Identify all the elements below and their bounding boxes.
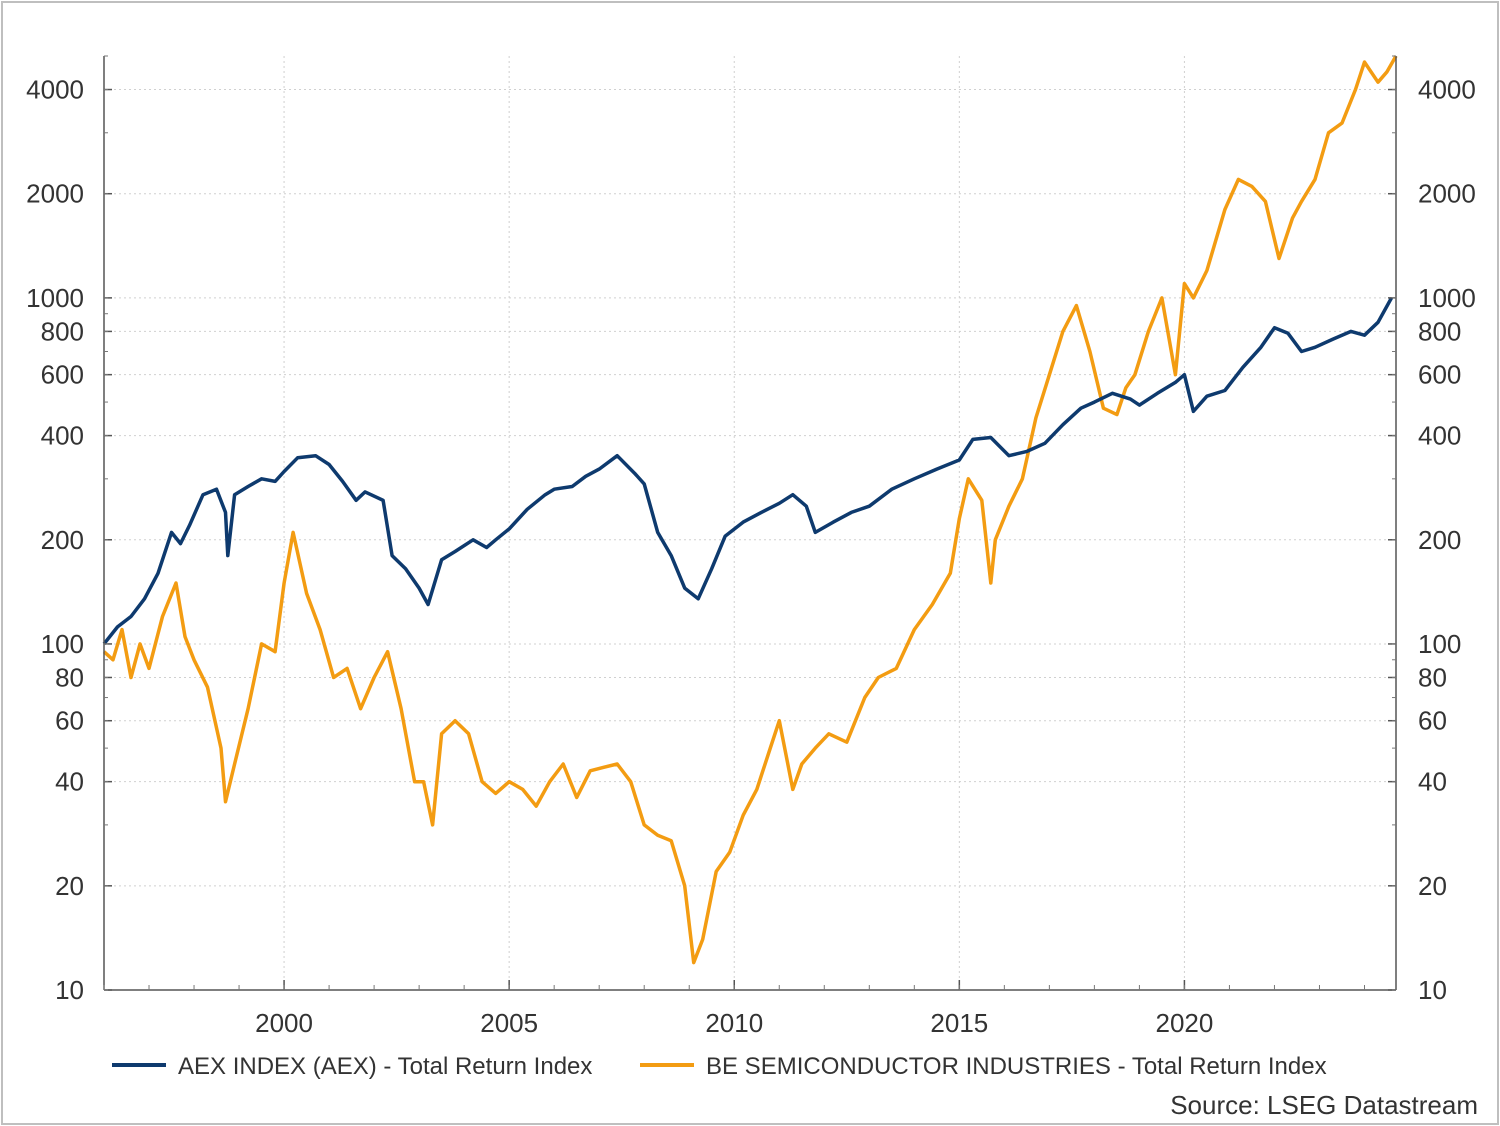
grid-layer	[104, 56, 1396, 991]
y-tick-label-left: 1000	[26, 283, 84, 313]
axis-layer	[103, 56, 1397, 991]
x-tick-label: 2010	[705, 1008, 763, 1038]
y-tick-label-right: 4000	[1418, 75, 1476, 105]
y-tick-label-right: 80	[1418, 662, 1447, 692]
y-tick-label-left: 600	[41, 360, 84, 390]
y-tick-label-left: 60	[55, 706, 84, 736]
y-tick-label-right: 10	[1418, 975, 1447, 1005]
y-tick-label-left: 10	[55, 975, 84, 1005]
x-tick-label: 2005	[480, 1008, 538, 1038]
y-tick-label-right: 60	[1418, 706, 1447, 736]
y-tick-label-right: 200	[1418, 525, 1461, 555]
y-tick-label-left: 200	[41, 525, 84, 555]
y-tick-label-left: 400	[41, 421, 84, 451]
legend-label-besi: BE SEMICONDUCTOR INDUSTRIES - Total Retu…	[706, 1053, 1327, 1080]
y-tick-label-left: 20	[55, 871, 84, 901]
y-tick-label-left: 4000	[26, 75, 84, 105]
y-tick-label-right: 20	[1418, 871, 1447, 901]
y-tick-label-left: 40	[55, 767, 84, 797]
y-tick-label-left: 100	[41, 629, 84, 659]
x-tick-label: 2000	[255, 1008, 313, 1038]
y-tick-label-right: 400	[1418, 421, 1461, 451]
y-tick-label-left: 2000	[26, 179, 84, 209]
series-layer	[102, 55, 1398, 965]
y-tick-label-left: 80	[55, 662, 84, 692]
legend-label-aex: AEX INDEX (AEX) - Total Return Index	[178, 1053, 592, 1080]
x-tick-label: 2015	[930, 1008, 988, 1038]
y-tick-label-right: 2000	[1418, 179, 1476, 209]
x-tick-label: 2020	[1155, 1008, 1213, 1038]
y-tick-label-left: 800	[41, 316, 84, 346]
series-line-besi	[102, 55, 1398, 965]
y-tick-label-right: 100	[1418, 629, 1461, 659]
legend: AEX INDEX (AEX) - Total Return Index BE …	[112, 1053, 1327, 1080]
series-line-aex	[102, 297, 1394, 645]
y-tick-label-right: 800	[1418, 316, 1461, 346]
y-tick-label-right: 600	[1418, 360, 1461, 390]
source-note: Source: LSEG Datastream	[1170, 1090, 1478, 1120]
y-tick-label-right: 40	[1418, 767, 1447, 797]
y-tick-label-right: 1000	[1418, 283, 1476, 313]
